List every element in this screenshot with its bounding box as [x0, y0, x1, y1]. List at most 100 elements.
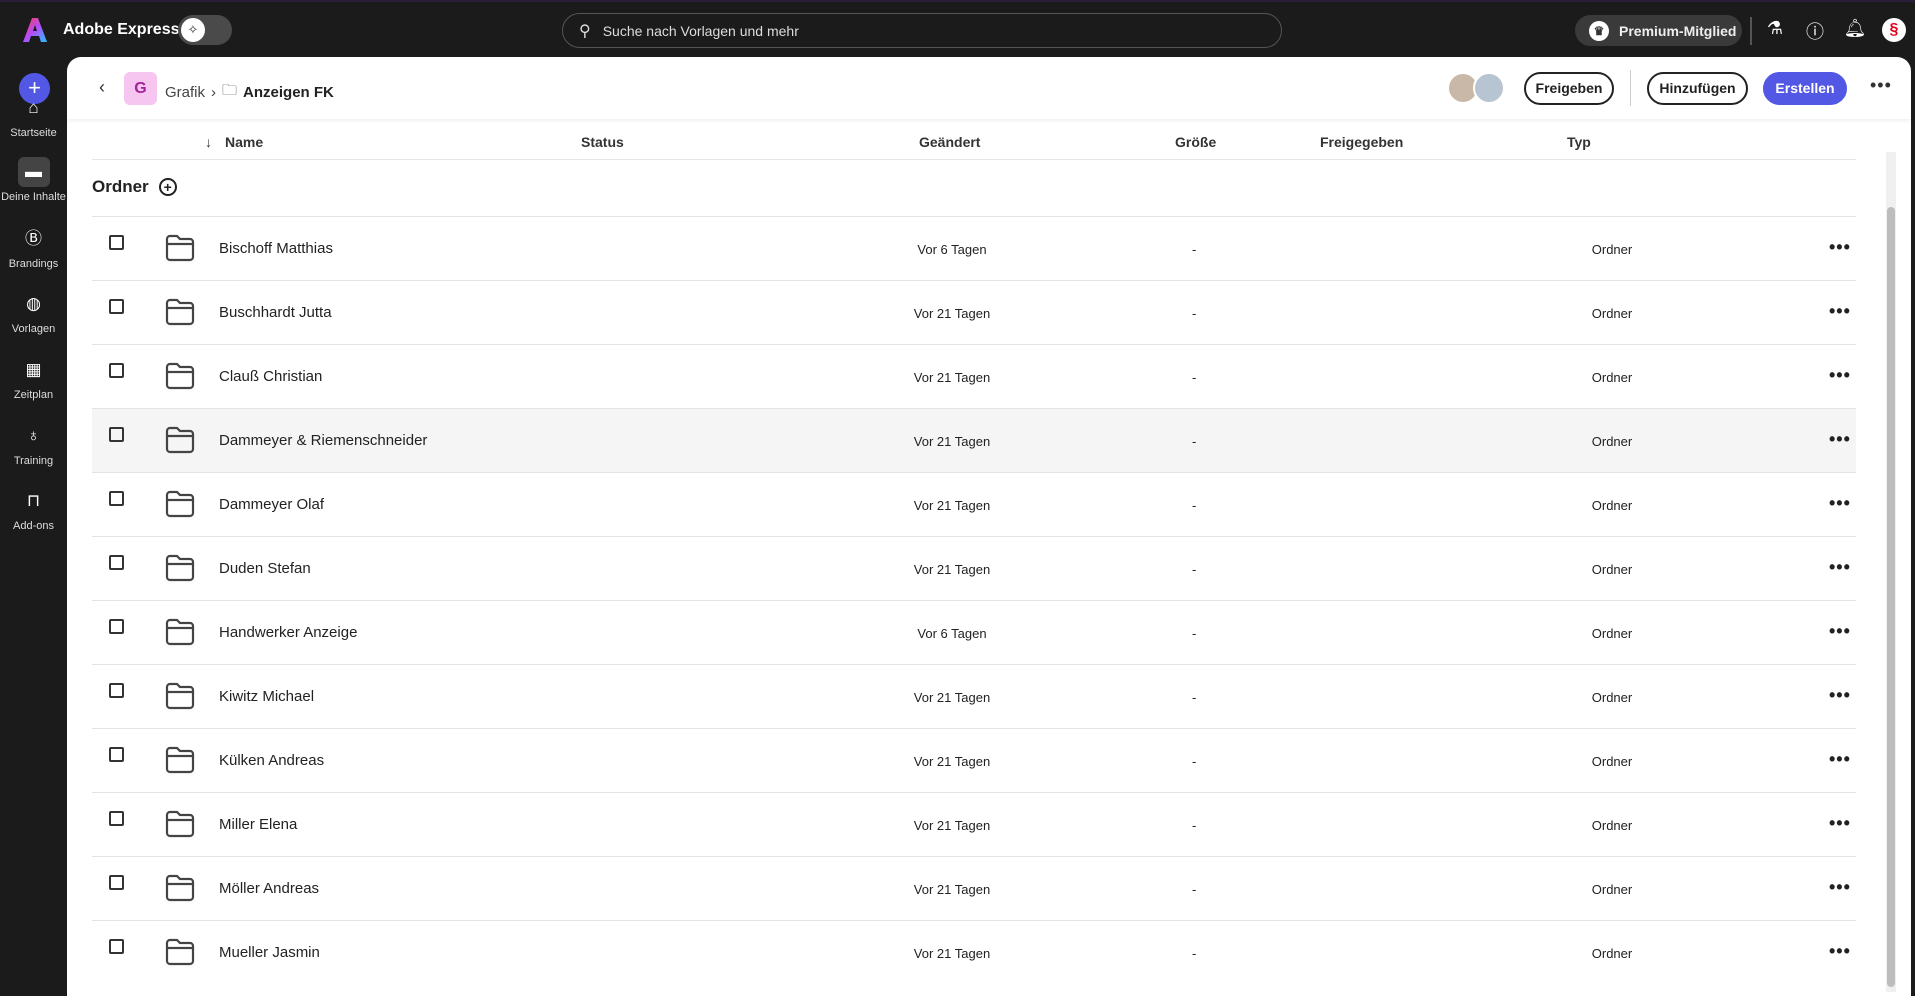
search-input[interactable]: ⚲ Suche nach Vorlagen und mehr	[562, 13, 1282, 48]
table-row[interactable]: Dammeyer Olaf Vor 21 Tagen - Ordner •••	[92, 472, 1856, 536]
search-placeholder: Suche nach Vorlagen und mehr	[602, 22, 799, 39]
sidebar-item-startseite[interactable]: ⌂ Startseite	[0, 93, 67, 139]
table-row[interactable]: Bischoff Matthias Vor 6 Tagen - Ordner •••	[92, 216, 1856, 280]
table-row[interactable]: Möller Andreas Vor 21 Tagen - Ordner •••	[92, 856, 1856, 920]
bell-icon[interactable]: 🔔︎	[1843, 18, 1867, 38]
folder-name[interactable]: Clauß Christian	[219, 368, 323, 385]
sidebar-item-add-ons[interactable]: ⊓ Add-ons	[0, 486, 67, 532]
row-more-icon[interactable]: •••	[1829, 749, 1851, 769]
folder-icon	[165, 682, 195, 710]
folder-name[interactable]: Mueller Jasmin	[219, 944, 320, 961]
sidebar-item-training[interactable]: ♁ Training	[0, 421, 67, 467]
share-button[interactable]: Freigeben	[1524, 72, 1614, 105]
changed-value: Vor 21 Tagen	[913, 754, 991, 769]
row-checkbox[interactable]	[109, 939, 124, 954]
column-status[interactable]: Status	[581, 134, 624, 150]
folder-name[interactable]: Bischoff Matthias	[219, 240, 333, 257]
back-icon[interactable]: ‹	[99, 77, 105, 97]
changed-value: Vor 21 Tagen	[913, 946, 991, 961]
ai-toggle[interactable]: ✧	[178, 15, 232, 45]
folder-name[interactable]: Dammeyer Olaf	[219, 496, 325, 513]
add-button[interactable]: Hinzufügen	[1647, 72, 1748, 105]
sidebar-item-brandings[interactable]: Ⓑ Brandings	[0, 224, 67, 270]
row-more-icon[interactable]: •••	[1829, 941, 1851, 961]
scrollbar-thumb[interactable]	[1887, 207, 1895, 987]
breadcrumb-parent[interactable]: Grafik	[165, 84, 206, 101]
row-checkbox[interactable]	[109, 235, 124, 250]
row-checkbox[interactable]	[109, 811, 124, 826]
sidebar-item-deine-inhalte[interactable]: ▬ Deine Inhalte	[0, 157, 67, 203]
row-more-icon[interactable]: •••	[1829, 685, 1851, 705]
table-row[interactable]: Buschhardt Jutta Vor 21 Tagen - Ordner •••	[92, 280, 1856, 344]
row-checkbox[interactable]	[109, 427, 124, 442]
row-more-icon[interactable]: •••	[1829, 301, 1851, 321]
create-button[interactable]: Erstellen	[1763, 72, 1847, 105]
row-checkbox[interactable]	[109, 491, 124, 506]
type-value: Ordner	[1591, 434, 1633, 449]
add-folder-icon[interactable]: +	[158, 178, 177, 196]
premium-badge[interactable]: ♛ Premium-Mitglied	[1575, 15, 1742, 46]
size-value: -	[1192, 306, 1197, 321]
row-more-icon[interactable]: •••	[1829, 621, 1851, 641]
sidebar-item-label: Deine Inhalte	[1, 191, 66, 203]
create-new-button[interactable]: +	[19, 73, 50, 104]
column-type[interactable]: Typ	[1567, 134, 1591, 150]
row-checkbox[interactable]	[109, 299, 124, 314]
table-row[interactable]: Külken Andreas Vor 21 Tagen - Ordner •••	[92, 728, 1856, 792]
row-checkbox[interactable]	[109, 683, 124, 698]
folder-name[interactable]: Duden Stefan	[219, 560, 311, 577]
sidebar-item-zeitplan[interactable]: ▦ Zeitplan	[0, 355, 67, 401]
table-row[interactable]: Miller Elena Vor 21 Tagen - Ordner •••	[92, 792, 1856, 856]
row-checkbox[interactable]	[109, 875, 124, 890]
folder-icon	[165, 490, 195, 518]
folder-name[interactable]: Dammeyer & Riemenschneider	[219, 432, 428, 449]
row-more-icon[interactable]: •••	[1829, 237, 1851, 257]
column-shared[interactable]: Freigegeben	[1320, 134, 1404, 150]
table-row[interactable]: Handwerker Anzeige Vor 6 Tagen - Ordner •••	[92, 600, 1856, 664]
column-size[interactable]: Größe	[1175, 134, 1217, 150]
user-avatar[interactable]: §	[1882, 18, 1906, 42]
changed-value: Vor 21 Tagen	[913, 370, 991, 385]
table-row[interactable]: Duden Stefan Vor 21 Tagen - Ordner •••	[92, 536, 1856, 600]
sort-desc-icon[interactable]: ↓	[205, 134, 212, 150]
table-row[interactable]: Kiwitz Michael Vor 21 Tagen - Ordner •••	[92, 664, 1856, 728]
changed-value: Vor 21 Tagen	[913, 498, 991, 513]
folder-name[interactable]: Buschhardt Jutta	[219, 304, 332, 321]
type-value: Ordner	[1591, 498, 1633, 513]
row-more-icon[interactable]: •••	[1829, 877, 1851, 897]
adobe-express-logo[interactable]	[22, 17, 48, 43]
folder-name[interactable]: Kiwitz Michael	[219, 688, 315, 705]
row-more-icon[interactable]: •••	[1829, 557, 1851, 577]
row-checkbox[interactable]	[109, 555, 124, 570]
folder-name[interactable]: Külken Andreas	[219, 752, 325, 769]
folder-list: Bischoff Matthias Vor 6 Tagen - Ordner ••• Bu…	[92, 216, 1856, 984]
folder-name[interactable]: Miller Elena	[219, 816, 298, 833]
flask-icon[interactable]: ⚗	[1766, 18, 1784, 38]
column-changed[interactable]: Geändert	[919, 134, 981, 150]
folder-icon	[165, 234, 195, 262]
avatar[interactable]	[1447, 72, 1479, 104]
scrollbar[interactable]	[1886, 152, 1896, 992]
sidebar-item-vorlagen[interactable]: ◍ Vorlagen	[0, 289, 67, 335]
row-checkbox[interactable]	[109, 619, 124, 634]
more-icon[interactable]: •••	[1870, 75, 1892, 95]
folder-name[interactable]: Möller Andreas	[219, 880, 320, 897]
size-value: -	[1192, 882, 1197, 897]
table-row[interactable]: Clauß Christian Vor 21 Tagen - Ordner •••	[92, 344, 1856, 408]
help-icon[interactable]: ⓘ	[1806, 22, 1824, 42]
avatar[interactable]	[1473, 72, 1505, 104]
table-row[interactable]: Dammeyer & Riemenschneider Vor 21 Tagen - O…	[92, 408, 1856, 472]
size-value: -	[1192, 498, 1197, 513]
size-value: -	[1192, 434, 1197, 449]
row-more-icon[interactable]: •••	[1829, 429, 1851, 449]
sidebar-item-label: Brandings	[8, 258, 59, 270]
row-more-icon[interactable]: •••	[1829, 813, 1851, 833]
column-name[interactable]: Name	[225, 134, 264, 150]
folder-name[interactable]: Handwerker Anzeige	[219, 624, 358, 641]
row-more-icon[interactable]: •••	[1829, 493, 1851, 513]
row-checkbox[interactable]	[109, 363, 124, 378]
collaborator-avatars[interactable]	[1447, 72, 1505, 104]
table-row[interactable]: Mueller Jasmin Vor 21 Tagen - Ordner •••	[92, 920, 1856, 984]
row-more-icon[interactable]: •••	[1829, 365, 1851, 385]
row-checkbox[interactable]	[109, 747, 124, 762]
